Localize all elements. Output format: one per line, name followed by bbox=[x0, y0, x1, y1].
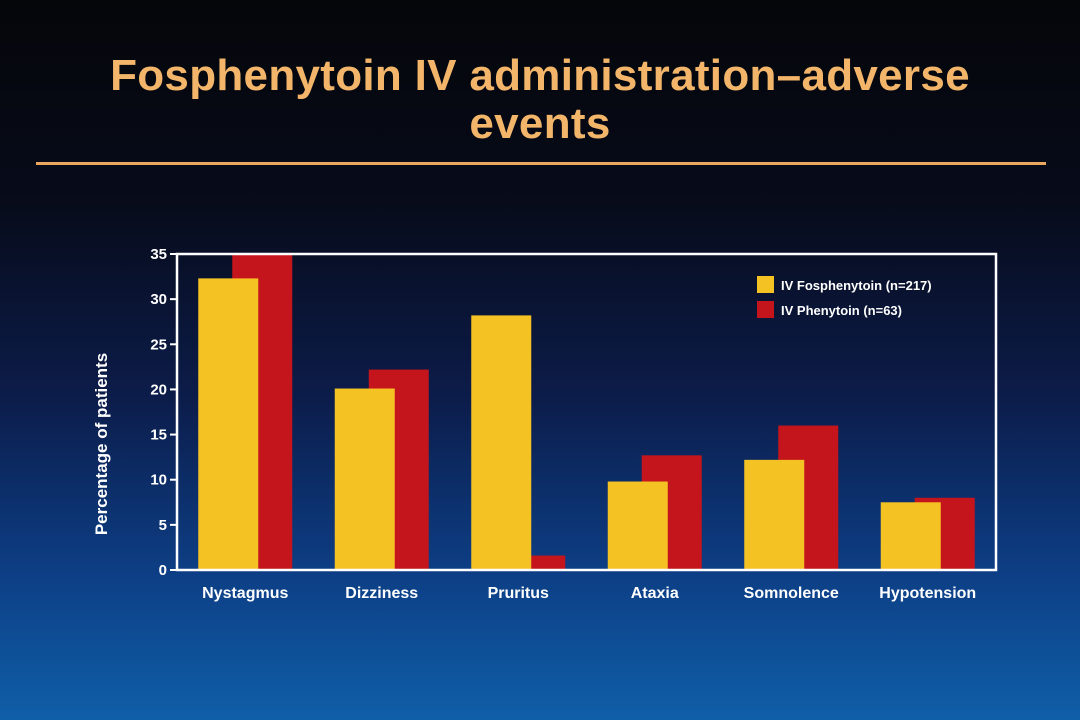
bar-fosphenytoin-somnolence bbox=[744, 459, 805, 570]
legend-label-phenytoin: IV Phenytoin (n=63) bbox=[781, 303, 902, 318]
legend-swatch-fosphenytoin bbox=[757, 276, 774, 293]
y-tick-label: 10 bbox=[150, 472, 167, 489]
x-tick-label: Pruritus bbox=[488, 585, 549, 602]
bar-fosphenytoin-pruritus bbox=[471, 315, 532, 570]
y-tick-label: 20 bbox=[150, 381, 167, 398]
y-axis-label: Percentage of patients bbox=[92, 353, 111, 535]
x-tick-label: Dizziness bbox=[345, 585, 418, 602]
chart-title: Fosphenytoin IV administration–adverse e… bbox=[40, 52, 1040, 148]
y-tick-label: 25 bbox=[150, 336, 167, 353]
bar-fosphenytoin-ataxia bbox=[607, 481, 668, 570]
bar-fosphenytoin-dizziness bbox=[334, 388, 395, 570]
title-divider bbox=[36, 162, 1046, 165]
plot-frame bbox=[175, 252, 998, 572]
bar-fosphenytoin-hypotension bbox=[880, 502, 941, 570]
y-tick-label: 5 bbox=[159, 517, 167, 534]
legend-swatch-phenytoin bbox=[757, 301, 774, 318]
y-tick-label: 0 bbox=[159, 562, 167, 579]
chart-title-line-2: events bbox=[469, 99, 611, 148]
x-axis: Nystagmus Dizziness Pruritus Ataxia Somnolen… bbox=[202, 585, 976, 602]
y-tick-label: 35 bbox=[150, 246, 167, 263]
x-tick-label: Hypotension bbox=[879, 585, 976, 602]
bar-fosphenytoin-nystagmus bbox=[198, 278, 259, 570]
x-tick-label: Somnolence bbox=[744, 585, 839, 602]
x-tick-label: Nystagmus bbox=[202, 585, 288, 602]
bars-group bbox=[198, 254, 975, 570]
y-tick-label: 15 bbox=[150, 427, 167, 444]
chart-title-line-1: Fosphenytoin IV administration–adverse bbox=[110, 51, 970, 100]
y-tick-label: 30 bbox=[150, 291, 167, 308]
y-axis: 0 5 10 15 20 25 30 35 bbox=[150, 246, 177, 579]
x-tick-label: Ataxia bbox=[631, 585, 679, 602]
legend-label-fosphenytoin: IV Fosphenytoin (n=217) bbox=[781, 278, 932, 293]
legend: IV Fosphenytoin (n=217) IV Phenytoin (n=6… bbox=[757, 276, 932, 318]
